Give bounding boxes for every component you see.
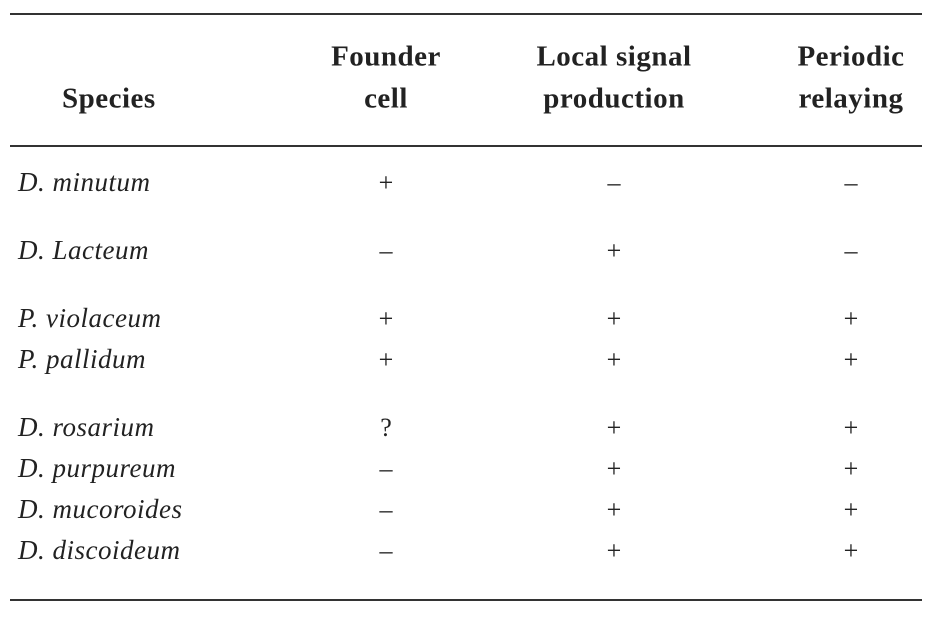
species-name: D. Lacteum xyxy=(17,235,149,265)
cell-symbol: + xyxy=(844,413,859,442)
cell-symbol: + xyxy=(607,304,622,333)
species-name: P. pallidum xyxy=(17,344,146,374)
column-header: relaying xyxy=(799,83,904,115)
cell-symbol: – xyxy=(379,536,394,565)
species-header: Species xyxy=(62,83,156,115)
column-header: Local signal xyxy=(536,41,691,73)
cell-symbol: + xyxy=(379,345,394,374)
cell-symbol: + xyxy=(607,454,622,483)
cell-symbol: + xyxy=(607,536,622,565)
cell-symbol: + xyxy=(844,345,859,374)
cell-symbol: + xyxy=(607,413,622,442)
cell-symbol: + xyxy=(379,168,394,197)
cell-symbol: – xyxy=(379,454,394,483)
cell-symbol: + xyxy=(607,495,622,524)
cell-symbol: – xyxy=(379,236,394,265)
species-name: D. minutum xyxy=(17,167,151,197)
cell-symbol: – xyxy=(607,168,622,197)
column-header: cell xyxy=(364,83,408,115)
column-header: Periodic xyxy=(797,41,904,73)
cell-symbol: + xyxy=(844,495,859,524)
cell-symbol: ? xyxy=(380,413,392,442)
cell-symbol: + xyxy=(607,345,622,374)
column-header: Founder xyxy=(331,41,441,73)
species-name: P. violaceum xyxy=(17,303,161,333)
cell-symbol: + xyxy=(607,236,622,265)
species-name: D. mucoroides xyxy=(17,494,182,524)
species-name: D. rosarium xyxy=(17,412,155,442)
cell-symbol: + xyxy=(844,536,859,565)
cell-symbol: – xyxy=(844,168,859,197)
cell-symbol: + xyxy=(379,304,394,333)
column-header: production xyxy=(543,83,684,115)
cell-symbol: + xyxy=(844,304,859,333)
species-name: D. purpureum xyxy=(17,453,176,483)
cell-symbol: – xyxy=(379,495,394,524)
cell-symbol: + xyxy=(844,454,859,483)
cell-symbol: – xyxy=(844,236,859,265)
species-name: D. discoideum xyxy=(17,535,180,565)
